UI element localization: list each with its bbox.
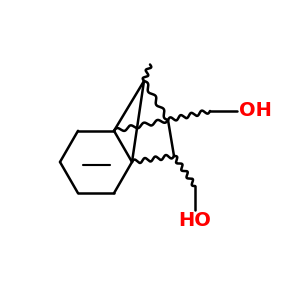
Text: OH: OH [239, 101, 272, 121]
Text: HO: HO [178, 212, 212, 230]
